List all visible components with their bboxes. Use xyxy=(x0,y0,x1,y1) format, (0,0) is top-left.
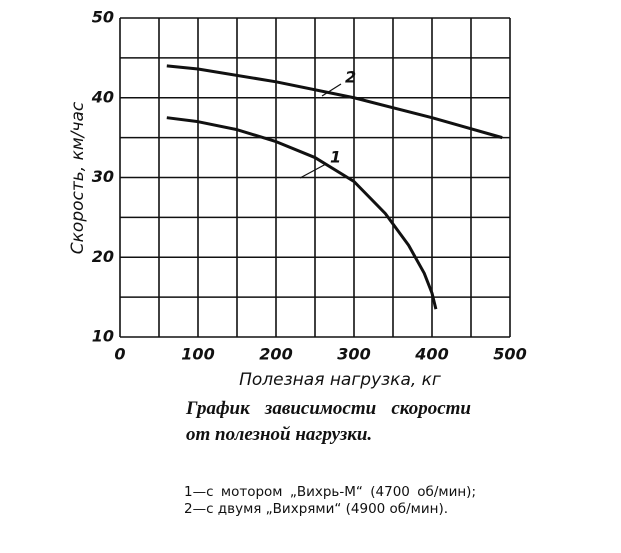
label-leader xyxy=(299,163,327,179)
series-label: 1 xyxy=(330,148,341,167)
series-label: 2 xyxy=(345,68,356,87)
x-axis-label: Полезная нагрузка, кг xyxy=(239,370,441,390)
caption: График зависимости скорости от полезной … xyxy=(186,398,471,445)
y-tick-label: 50 xyxy=(92,8,114,27)
x-tick-label: 500 xyxy=(493,345,526,364)
label-leader xyxy=(321,83,342,97)
x-tick-label: 100 xyxy=(181,345,214,364)
line-series xyxy=(166,64,503,140)
y-tick-label: 10 xyxy=(92,327,114,346)
y-tick-label: 20 xyxy=(92,247,114,266)
x-tick-label: 300 xyxy=(337,345,370,364)
y-tick-label: 40 xyxy=(91,87,114,106)
x-tick-label: 0 xyxy=(114,345,125,364)
caption-note: 1—с мотором „Вихрь-М“ (4700 об/мин); 2—с… xyxy=(184,484,476,517)
y-tick-label: 30 xyxy=(92,167,114,186)
x-tick-label: 400 xyxy=(414,345,448,364)
x-tick-label: 200 xyxy=(259,345,292,364)
line-series xyxy=(166,116,438,310)
y-axis-label: Скорость, км/час xyxy=(68,101,88,254)
